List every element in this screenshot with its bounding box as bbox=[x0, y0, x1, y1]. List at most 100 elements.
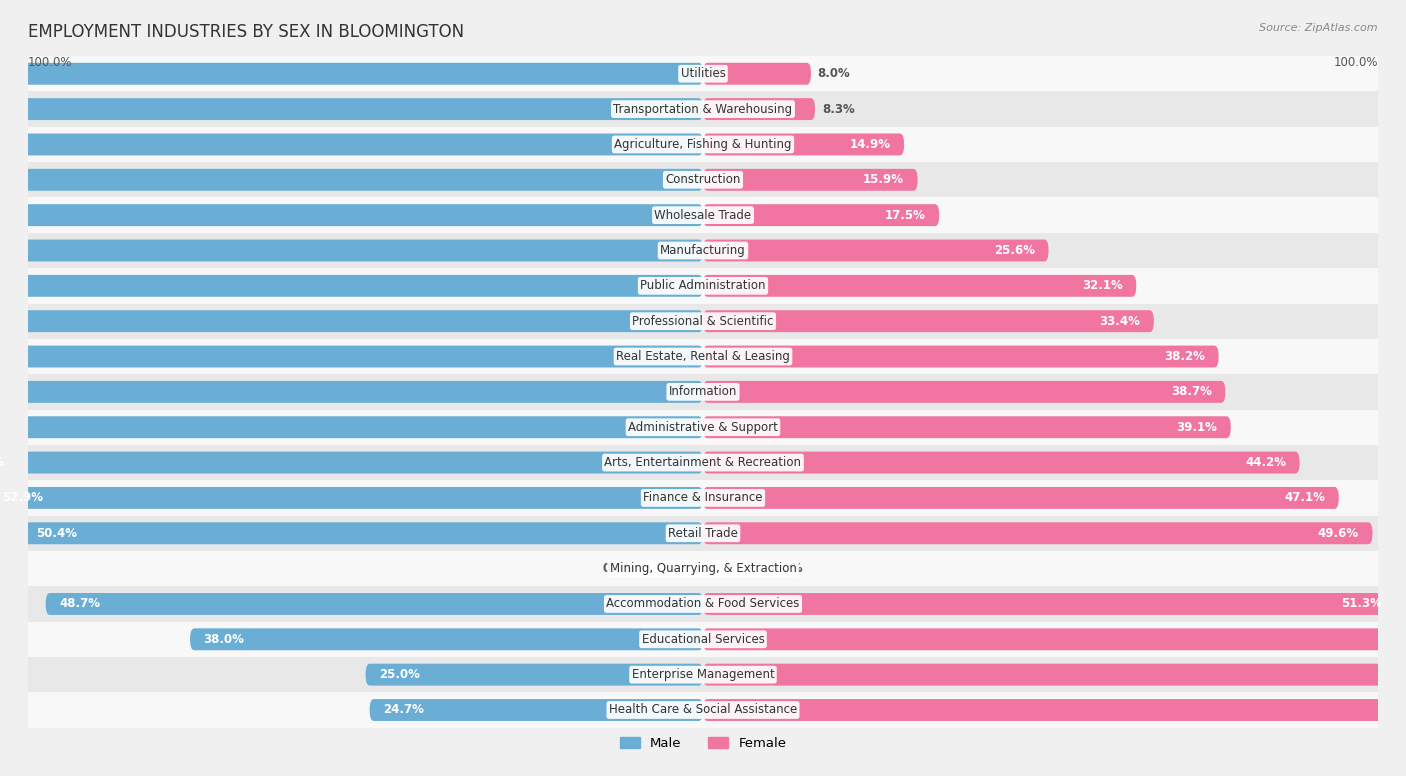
Text: Retail Trade: Retail Trade bbox=[668, 527, 738, 540]
FancyBboxPatch shape bbox=[0, 487, 703, 509]
FancyBboxPatch shape bbox=[190, 629, 703, 650]
FancyBboxPatch shape bbox=[0, 381, 703, 403]
FancyBboxPatch shape bbox=[0, 133, 703, 155]
Bar bbox=[28, 480, 1378, 515]
FancyBboxPatch shape bbox=[703, 629, 1406, 650]
Text: 25.6%: 25.6% bbox=[994, 244, 1035, 257]
Bar bbox=[28, 56, 1378, 92]
FancyBboxPatch shape bbox=[45, 593, 703, 615]
Bar bbox=[28, 339, 1378, 374]
Bar bbox=[28, 303, 1378, 339]
FancyBboxPatch shape bbox=[703, 133, 904, 155]
Text: Finance & Insurance: Finance & Insurance bbox=[644, 491, 762, 504]
FancyBboxPatch shape bbox=[703, 663, 1406, 686]
Text: 38.7%: 38.7% bbox=[1171, 386, 1212, 398]
Text: Agriculture, Fishing & Hunting: Agriculture, Fishing & Hunting bbox=[614, 138, 792, 151]
Text: 17.5%: 17.5% bbox=[884, 209, 925, 222]
Bar bbox=[28, 374, 1378, 410]
FancyBboxPatch shape bbox=[0, 275, 703, 296]
Text: 25.0%: 25.0% bbox=[380, 668, 420, 681]
Text: Arts, Entertainment & Recreation: Arts, Entertainment & Recreation bbox=[605, 456, 801, 469]
Text: Real Estate, Rental & Leasing: Real Estate, Rental & Leasing bbox=[616, 350, 790, 363]
FancyBboxPatch shape bbox=[703, 522, 1372, 544]
FancyBboxPatch shape bbox=[366, 663, 703, 686]
Text: 15.9%: 15.9% bbox=[863, 173, 904, 186]
Text: Mining, Quarrying, & Extraction: Mining, Quarrying, & Extraction bbox=[610, 562, 796, 575]
Text: Wholesale Trade: Wholesale Trade bbox=[654, 209, 752, 222]
Text: 52.9%: 52.9% bbox=[3, 491, 44, 504]
Text: 8.0%: 8.0% bbox=[818, 68, 851, 80]
Text: 49.6%: 49.6% bbox=[1317, 527, 1360, 540]
Bar bbox=[28, 622, 1378, 657]
FancyBboxPatch shape bbox=[703, 487, 1339, 509]
FancyBboxPatch shape bbox=[0, 310, 703, 332]
Text: 44.2%: 44.2% bbox=[1246, 456, 1286, 469]
Text: 8.3%: 8.3% bbox=[821, 102, 855, 116]
Text: Accommodation & Food Services: Accommodation & Food Services bbox=[606, 598, 800, 611]
Text: 38.2%: 38.2% bbox=[1164, 350, 1205, 363]
Text: Public Administration: Public Administration bbox=[640, 279, 766, 293]
Text: 14.9%: 14.9% bbox=[849, 138, 890, 151]
Text: 0.0%: 0.0% bbox=[770, 562, 803, 575]
FancyBboxPatch shape bbox=[703, 98, 815, 120]
FancyBboxPatch shape bbox=[0, 345, 703, 368]
FancyBboxPatch shape bbox=[703, 593, 1395, 615]
FancyBboxPatch shape bbox=[703, 169, 918, 191]
FancyBboxPatch shape bbox=[703, 345, 1219, 368]
FancyBboxPatch shape bbox=[703, 699, 1406, 721]
Text: 0.0%: 0.0% bbox=[603, 562, 636, 575]
Bar bbox=[28, 657, 1378, 692]
Text: Transportation & Warehousing: Transportation & Warehousing bbox=[613, 102, 793, 116]
Bar bbox=[28, 92, 1378, 126]
FancyBboxPatch shape bbox=[703, 452, 1299, 473]
Text: 24.7%: 24.7% bbox=[382, 704, 425, 716]
Text: EMPLOYMENT INDUSTRIES BY SEX IN BLOOMINGTON: EMPLOYMENT INDUSTRIES BY SEX IN BLOOMING… bbox=[28, 23, 464, 41]
Text: Construction: Construction bbox=[665, 173, 741, 186]
Text: 55.8%: 55.8% bbox=[0, 456, 4, 469]
Text: Educational Services: Educational Services bbox=[641, 632, 765, 646]
FancyBboxPatch shape bbox=[703, 310, 1154, 332]
Bar bbox=[28, 197, 1378, 233]
Bar bbox=[28, 233, 1378, 268]
Bar bbox=[28, 126, 1378, 162]
FancyBboxPatch shape bbox=[22, 522, 703, 544]
Text: Information: Information bbox=[669, 386, 737, 398]
Bar bbox=[28, 551, 1378, 587]
Text: Health Care & Social Assistance: Health Care & Social Assistance bbox=[609, 704, 797, 716]
Text: 47.1%: 47.1% bbox=[1284, 491, 1326, 504]
FancyBboxPatch shape bbox=[0, 63, 703, 85]
Text: Professional & Scientific: Professional & Scientific bbox=[633, 315, 773, 327]
Text: 38.0%: 38.0% bbox=[204, 632, 245, 646]
FancyBboxPatch shape bbox=[370, 699, 703, 721]
Bar bbox=[28, 692, 1378, 728]
Text: 51.3%: 51.3% bbox=[1341, 598, 1382, 611]
Text: Enterprise Management: Enterprise Management bbox=[631, 668, 775, 681]
Bar bbox=[28, 587, 1378, 622]
Text: 39.1%: 39.1% bbox=[1177, 421, 1218, 434]
Text: 32.1%: 32.1% bbox=[1083, 279, 1123, 293]
Text: Manufacturing: Manufacturing bbox=[661, 244, 745, 257]
Bar bbox=[28, 515, 1378, 551]
FancyBboxPatch shape bbox=[703, 63, 811, 85]
Text: 33.4%: 33.4% bbox=[1099, 315, 1140, 327]
Bar bbox=[28, 445, 1378, 480]
FancyBboxPatch shape bbox=[0, 240, 703, 262]
FancyBboxPatch shape bbox=[703, 240, 1049, 262]
FancyBboxPatch shape bbox=[0, 98, 703, 120]
FancyBboxPatch shape bbox=[0, 169, 703, 191]
FancyBboxPatch shape bbox=[0, 204, 703, 226]
Text: 48.7%: 48.7% bbox=[59, 598, 100, 611]
FancyBboxPatch shape bbox=[0, 416, 703, 438]
Text: Administrative & Support: Administrative & Support bbox=[628, 421, 778, 434]
FancyBboxPatch shape bbox=[703, 204, 939, 226]
Bar bbox=[28, 162, 1378, 197]
Text: 50.4%: 50.4% bbox=[37, 527, 77, 540]
Text: 100.0%: 100.0% bbox=[1333, 56, 1378, 69]
Legend: Male, Female: Male, Female bbox=[620, 737, 786, 750]
FancyBboxPatch shape bbox=[703, 416, 1230, 438]
Text: Source: ZipAtlas.com: Source: ZipAtlas.com bbox=[1260, 23, 1378, 33]
FancyBboxPatch shape bbox=[703, 275, 1136, 296]
FancyBboxPatch shape bbox=[703, 381, 1226, 403]
FancyBboxPatch shape bbox=[0, 452, 703, 473]
Text: Utilities: Utilities bbox=[681, 68, 725, 80]
